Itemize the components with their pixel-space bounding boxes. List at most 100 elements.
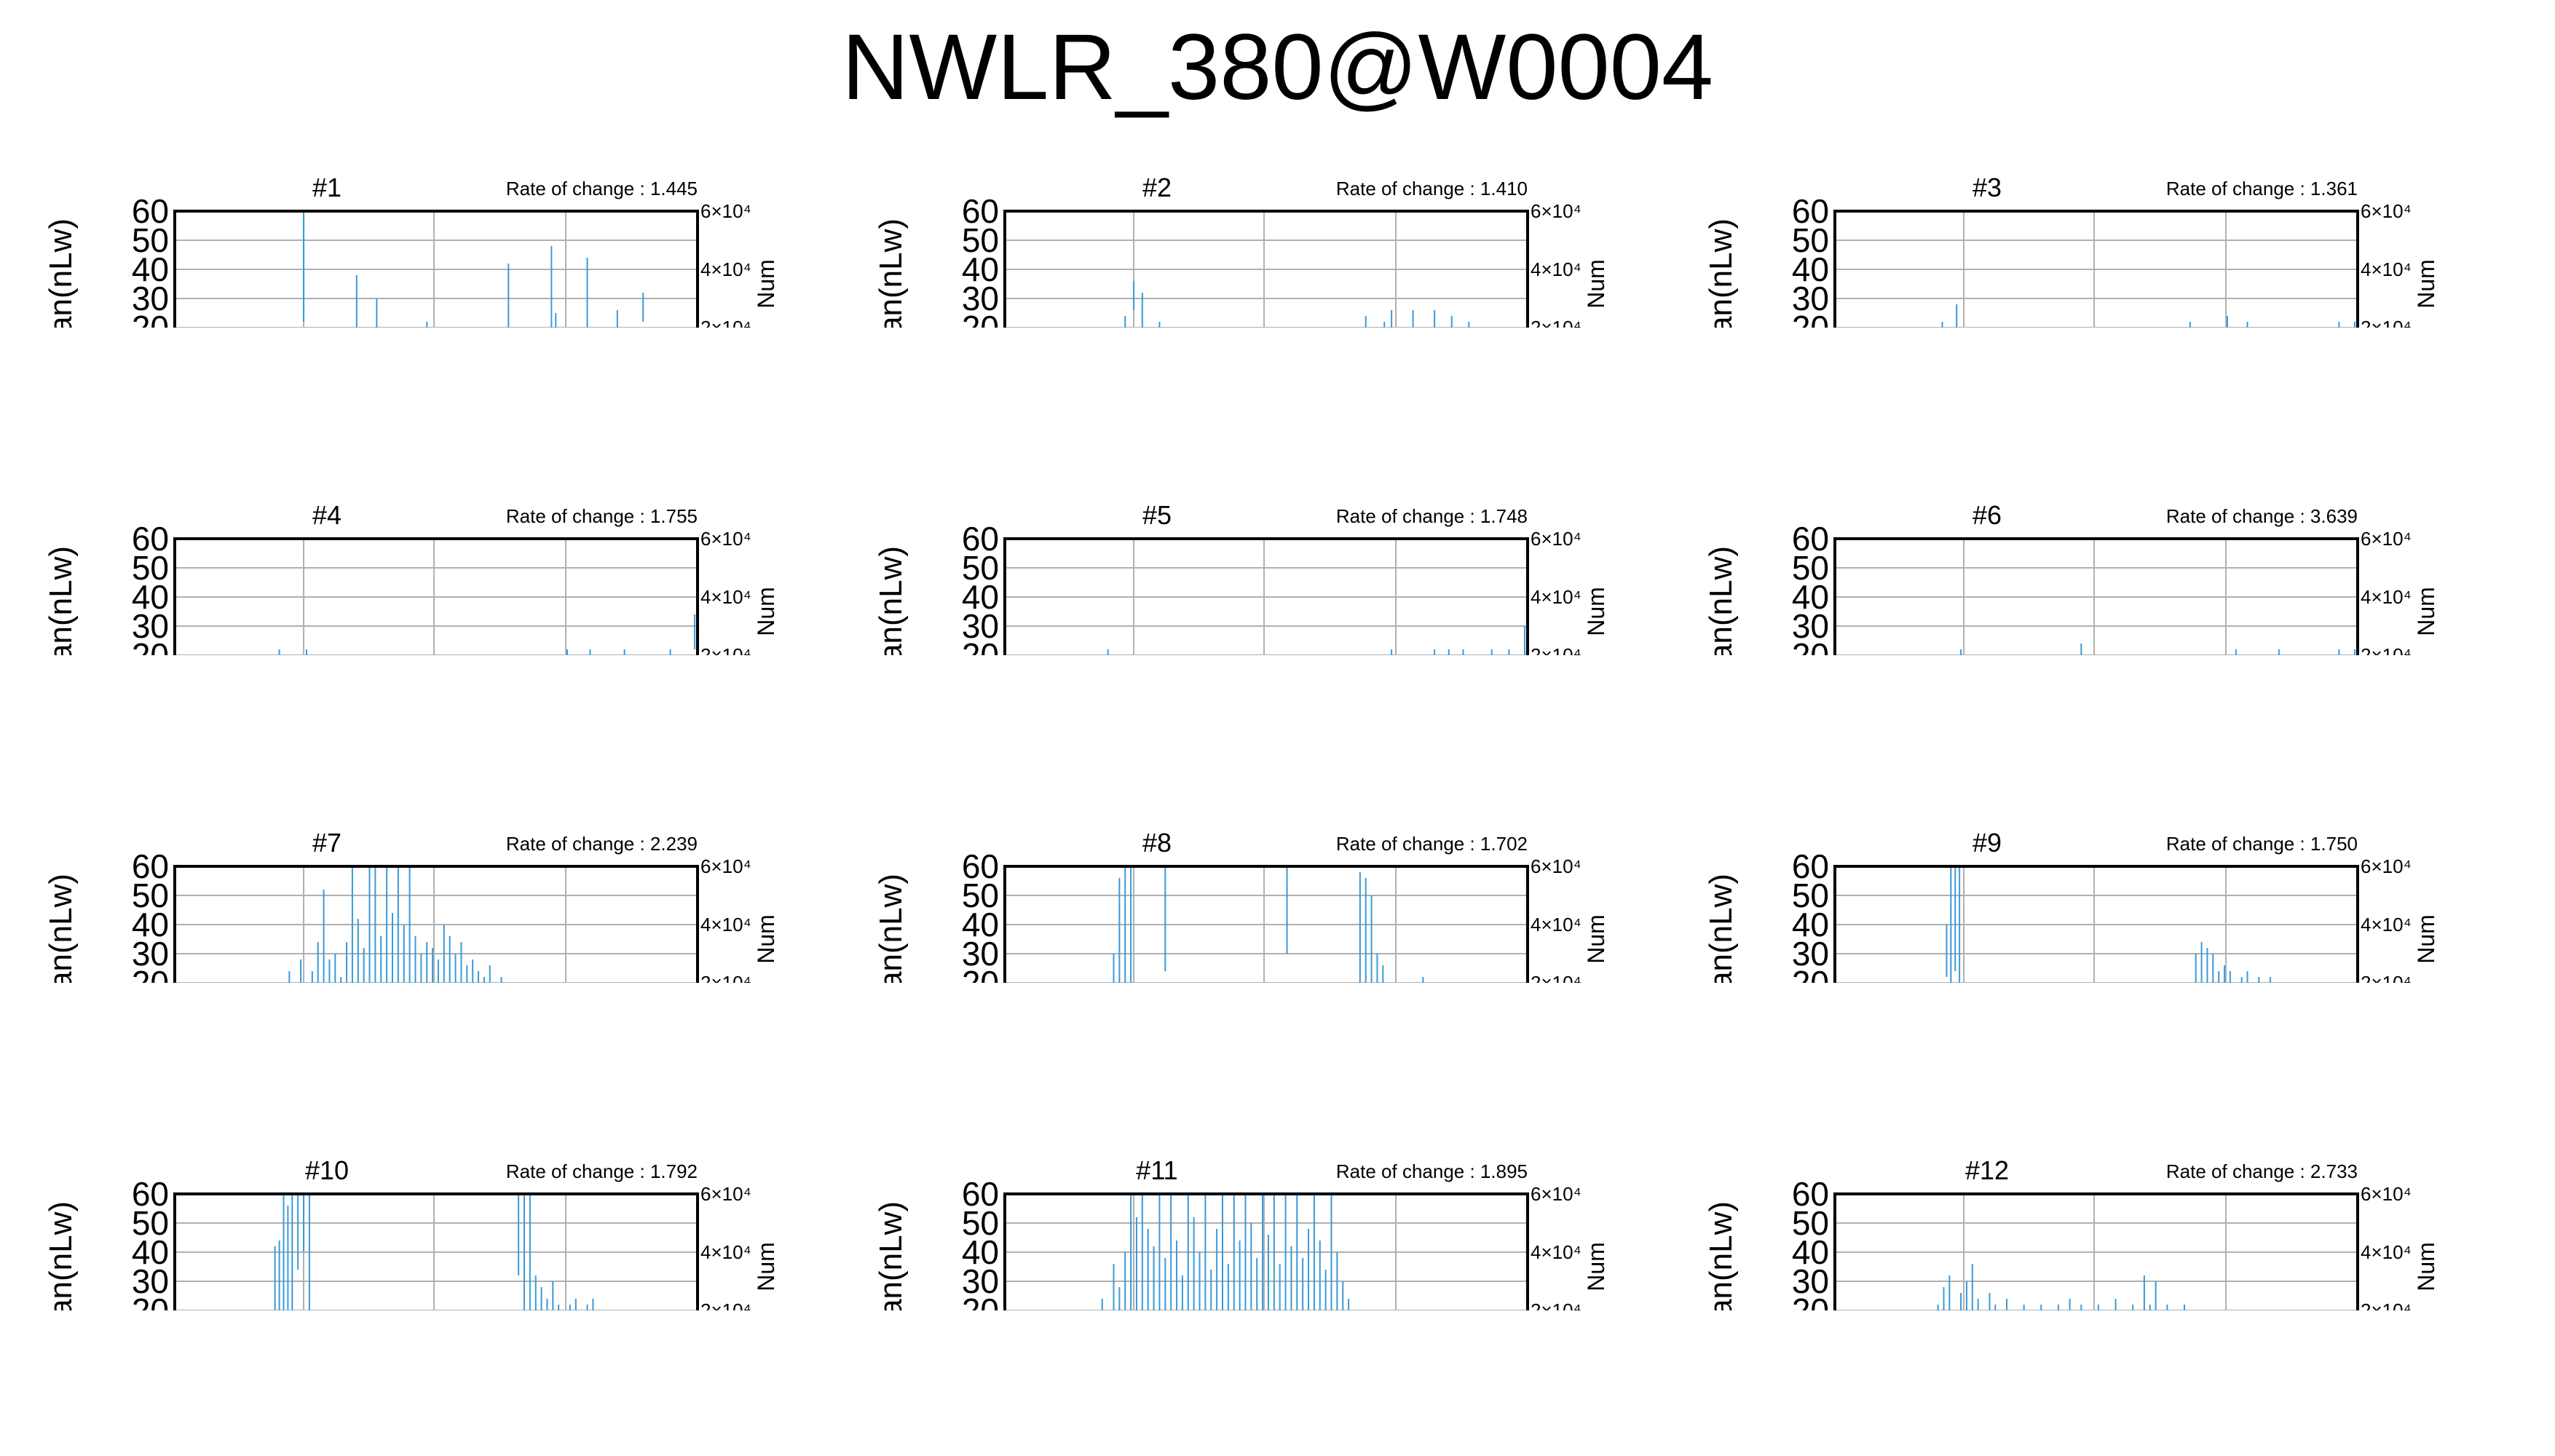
y2-axis-title: Num xyxy=(753,1242,779,1291)
plot-frame xyxy=(1833,210,2359,328)
y-tick-label: 60 xyxy=(962,1175,999,1213)
panel-title: #12 xyxy=(1965,1155,2009,1185)
plot-frame xyxy=(1833,865,2359,983)
y2-tick-label: 4×10⁴ xyxy=(2361,586,2412,608)
y-tick-label: 40 xyxy=(132,1233,169,1271)
y-tick-label: 60 xyxy=(962,520,999,558)
y2-tick-label: 4×10⁴ xyxy=(1531,914,1581,935)
y2-tick-label: 2×10⁴ xyxy=(2361,972,2412,983)
y2-axis-title: Num xyxy=(2413,587,2439,636)
panel-title: #7 xyxy=(312,828,341,858)
y2-tick-label: 6×10⁴ xyxy=(2361,855,2412,877)
y2-axis-title: Num xyxy=(2413,259,2439,309)
y2-axis-title: Num xyxy=(1583,587,1609,636)
y-axis-title: Mean(nLw) xyxy=(43,546,79,655)
y-tick-label: 40 xyxy=(962,906,999,943)
y-tick-label: 30 xyxy=(1792,607,1829,645)
rate-of-change-label: Rate of change : 2.733 xyxy=(2166,1160,2358,1182)
y-axis-title: Mean(nLw) xyxy=(43,1201,79,1310)
y2-tick-label: 4×10⁴ xyxy=(2361,1241,2412,1263)
y2-tick-label: 2×10⁴ xyxy=(2361,1299,2412,1310)
y-tick-label: 50 xyxy=(962,221,999,259)
y-axis-title: Mean(nLw) xyxy=(1703,1201,1739,1310)
y2-tick-label: 6×10⁴ xyxy=(1531,528,1581,550)
rate-of-change-label: Rate of change : 1.748 xyxy=(1336,505,1528,527)
y-tick-label: 20 xyxy=(132,636,169,655)
y-tick-label: 50 xyxy=(1792,221,1829,259)
y-tick-label: 20 xyxy=(132,964,169,983)
rate-of-change-label: Rate of change : 1.895 xyxy=(1336,1160,1528,1182)
y-tick-label: 50 xyxy=(962,549,999,587)
y2-tick-label: 2×10⁴ xyxy=(700,1299,751,1310)
y-tick-label: 20 xyxy=(132,309,169,328)
y-tick-label: 20 xyxy=(132,1291,169,1310)
y-tick-label: 40 xyxy=(962,578,999,616)
y2-tick-label: 4×10⁴ xyxy=(1531,258,1581,280)
y-tick-label: 30 xyxy=(1792,935,1829,973)
y2-tick-label: 2×10⁴ xyxy=(2361,317,2412,328)
y2-axis-title: Num xyxy=(753,259,779,309)
y-tick-label: 50 xyxy=(1792,549,1829,587)
y2-tick-label: 4×10⁴ xyxy=(700,914,751,935)
y-axis-title: Mean(nLw) xyxy=(873,546,909,655)
y-tick-label: 20 xyxy=(962,964,999,983)
y-axis-title: Mean(nLw) xyxy=(43,218,79,328)
plot-frame xyxy=(1003,865,1529,983)
y-axis-title: Mean(nLw) xyxy=(1703,546,1739,655)
y2-tick-label: 2×10⁴ xyxy=(700,317,751,328)
y-tick-label: 40 xyxy=(962,250,999,288)
y2-tick-label: 2×10⁴ xyxy=(700,644,751,655)
y-tick-label: 50 xyxy=(132,549,169,587)
y-tick-label: 30 xyxy=(1792,1262,1829,1300)
y2-tick-label: 6×10⁴ xyxy=(700,200,751,222)
y-tick-label: 20 xyxy=(1792,309,1829,328)
y2-axis-title: Num xyxy=(753,587,779,636)
y2-tick-label: 6×10⁴ xyxy=(1531,200,1581,222)
y-tick-label: 40 xyxy=(132,250,169,288)
panel-title: #3 xyxy=(1972,173,2002,202)
y-tick-label: 60 xyxy=(132,520,169,558)
y-tick-label: 50 xyxy=(132,1204,169,1242)
y-tick-label: 20 xyxy=(962,309,999,328)
rate-of-change-label: Rate of change : 1.410 xyxy=(1336,178,1528,199)
y2-tick-label: 2×10⁴ xyxy=(1531,317,1581,328)
y2-tick-label: 4×10⁴ xyxy=(700,258,751,280)
y-tick-label: 60 xyxy=(132,192,169,230)
rate-of-change-label: Rate of change : 1.755 xyxy=(506,505,698,527)
y-tick-label: 40 xyxy=(1792,578,1829,616)
y2-tick-label: 2×10⁴ xyxy=(1531,1299,1581,1310)
panel-title: #8 xyxy=(1142,828,1172,858)
rate-of-change-label: Rate of change : 2.239 xyxy=(506,833,698,855)
y2-tick-label: 4×10⁴ xyxy=(1531,1241,1581,1263)
y-tick-label: 20 xyxy=(1792,636,1829,655)
y-tick-label: 30 xyxy=(962,1262,999,1300)
y-tick-label: 60 xyxy=(1792,520,1829,558)
panel-title: #4 xyxy=(312,500,341,530)
y2-tick-label: 6×10⁴ xyxy=(2361,528,2412,550)
panel-title: #9 xyxy=(1972,828,2002,858)
y2-axis-title: Num xyxy=(753,914,779,964)
y-tick-label: 50 xyxy=(962,1204,999,1242)
rate-of-change-label: Rate of change : 1.750 xyxy=(2166,833,2358,855)
y2-axis-title: Num xyxy=(1583,259,1609,309)
y-tick-label: 60 xyxy=(1792,847,1829,885)
y2-tick-label: 6×10⁴ xyxy=(700,1183,751,1205)
y-tick-label: 40 xyxy=(962,1233,999,1271)
y2-tick-label: 2×10⁴ xyxy=(1531,644,1581,655)
y-tick-label: 60 xyxy=(132,847,169,885)
y2-tick-label: 2×10⁴ xyxy=(700,972,751,983)
y2-tick-label: 4×10⁴ xyxy=(2361,258,2412,280)
y-tick-label: 60 xyxy=(1792,1175,1829,1213)
y-tick-label: 50 xyxy=(962,877,999,914)
y-tick-label: 60 xyxy=(962,192,999,230)
panel-title: #2 xyxy=(1142,173,1172,202)
y2-axis-title: Num xyxy=(2413,914,2439,964)
y-tick-label: 20 xyxy=(962,636,999,655)
y-tick-label: 50 xyxy=(132,877,169,914)
